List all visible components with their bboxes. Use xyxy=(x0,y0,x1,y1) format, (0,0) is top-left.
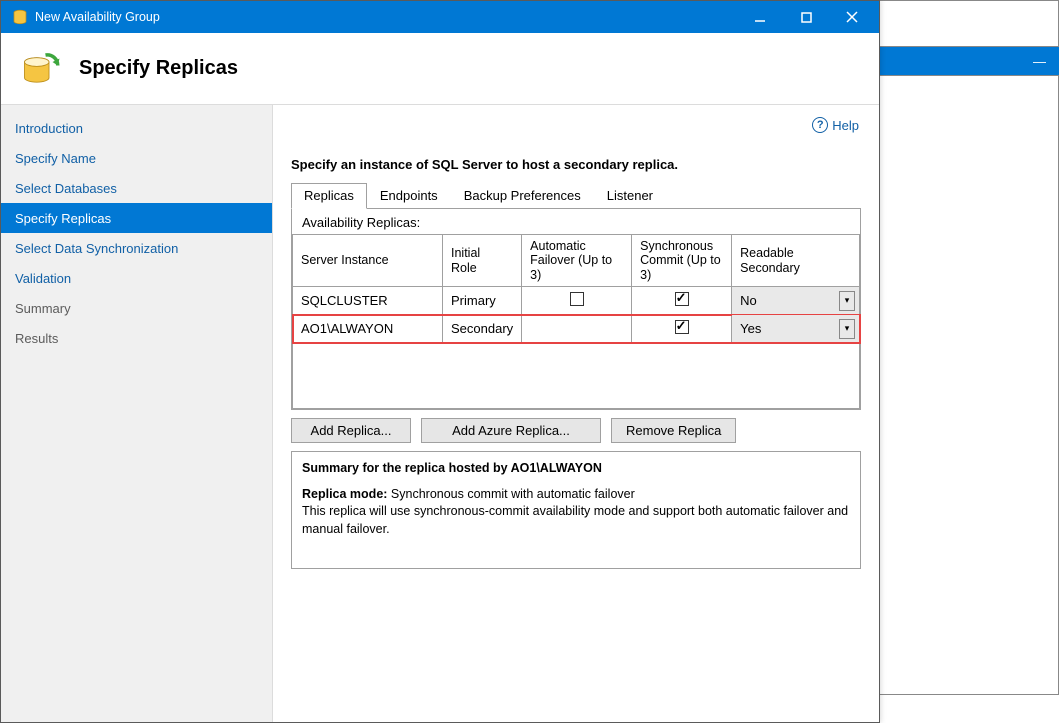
table-row[interactable]: AO1\ALWAYONSecondary Yes▾ xyxy=(293,315,860,343)
summary-mode-value: Synchronous commit with automatic failov… xyxy=(387,487,634,501)
wizard-header: Specify Replicas xyxy=(1,33,879,105)
chevron-down-icon: ▾ xyxy=(839,319,855,339)
readable-secondary-select[interactable]: No▾ xyxy=(732,287,860,315)
synchronous-commit-checkbox[interactable] xyxy=(675,320,689,334)
tab-endpoints[interactable]: Endpoints xyxy=(367,183,451,209)
close-button[interactable] xyxy=(829,1,875,33)
automatic-failover-checkbox[interactable] xyxy=(570,292,584,306)
cell-role: Secondary xyxy=(443,315,522,343)
tab-replicas[interactable]: Replicas xyxy=(291,183,367,209)
chevron-down-icon: ▾ xyxy=(839,291,855,311)
replica-buttons: Add Replica... Add Azure Replica... Remo… xyxy=(291,410,861,451)
page-title: Specify Replicas xyxy=(79,57,238,80)
synchronous-commit-checkbox[interactable] xyxy=(675,292,689,306)
grid-empty xyxy=(293,343,860,409)
col-readable[interactable]: Readable Secondary xyxy=(732,235,860,287)
sidebar-item-results: Results xyxy=(1,323,272,353)
window-title: New Availability Group xyxy=(35,10,737,24)
sidebar-nav: IntroductionSpecify NameSelect Databases… xyxy=(1,105,273,722)
sidebar-item-introduction[interactable]: Introduction xyxy=(1,113,272,143)
cell-role: Primary xyxy=(443,287,522,315)
summary-title: Summary for the replica hosted by AO1\AL… xyxy=(302,460,850,478)
main-panel: ? Help Specify an instance of SQL Server… xyxy=(273,105,879,722)
add-azure-replica-button[interactable]: Add Azure Replica... xyxy=(421,418,601,443)
instruction-text: Specify an instance of SQL Server to hos… xyxy=(291,157,861,172)
sidebar-item-specify-name[interactable]: Specify Name xyxy=(1,143,272,173)
maximize-button[interactable] xyxy=(783,1,829,33)
replicas-panel: Availability Replicas: Server Instance I… xyxy=(291,209,861,410)
titlebar: New Availability Group xyxy=(1,1,879,33)
col-sync[interactable]: Synchronous Commit (Up to 3) xyxy=(632,235,732,287)
readable-secondary-select[interactable]: Yes▾ xyxy=(732,315,860,343)
replicas-grid: Server Instance Initial Role Automatic F… xyxy=(292,234,860,409)
tab-backup-preferences[interactable]: Backup Preferences xyxy=(451,183,594,209)
table-row[interactable]: SQLCLUSTERPrimary No▾ xyxy=(293,287,860,315)
sidebar-item-select-data-synchronization[interactable]: Select Data Synchronization xyxy=(1,233,272,263)
help-icon: ? xyxy=(812,117,828,133)
replica-summary: Summary for the replica hosted by AO1\AL… xyxy=(291,451,861,569)
app-icon xyxy=(11,8,29,26)
tab-listener[interactable]: Listener xyxy=(594,183,666,209)
minimize-button[interactable] xyxy=(737,1,783,33)
minimize-icon[interactable]: — xyxy=(1033,54,1046,69)
help-label: Help xyxy=(832,118,859,133)
sidebar-item-validation[interactable]: Validation xyxy=(1,263,272,293)
col-auto[interactable]: Automatic Failover (Up to 3) xyxy=(522,235,632,287)
summary-mode-label: Replica mode: xyxy=(302,487,387,501)
replica-tabs: ReplicasEndpointsBackup PreferencesListe… xyxy=(291,182,861,209)
panel-label: Availability Replicas: xyxy=(292,209,860,234)
col-role[interactable]: Initial Role xyxy=(443,235,522,287)
summary-desc: This replica will use synchronous-commit… xyxy=(302,503,850,538)
help-link[interactable]: ? Help xyxy=(812,117,859,133)
automatic-failover-checkbox[interactable] xyxy=(570,320,584,334)
remove-replica-button[interactable]: Remove Replica xyxy=(611,418,736,443)
col-server[interactable]: Server Instance xyxy=(293,235,443,287)
sidebar-item-summary: Summary xyxy=(1,293,272,323)
sidebar-item-select-databases[interactable]: Select Databases xyxy=(1,173,272,203)
database-refresh-icon xyxy=(21,48,63,90)
cell-server[interactable]: AO1\ALWAYON xyxy=(293,315,443,343)
wizard-dialog: New Availability Group Specify Replicas … xyxy=(0,0,880,723)
sidebar-item-specify-replicas[interactable]: Specify Replicas xyxy=(1,203,272,233)
cell-server[interactable]: SQLCLUSTER xyxy=(293,287,443,315)
add-replica-button[interactable]: Add Replica... xyxy=(291,418,411,443)
